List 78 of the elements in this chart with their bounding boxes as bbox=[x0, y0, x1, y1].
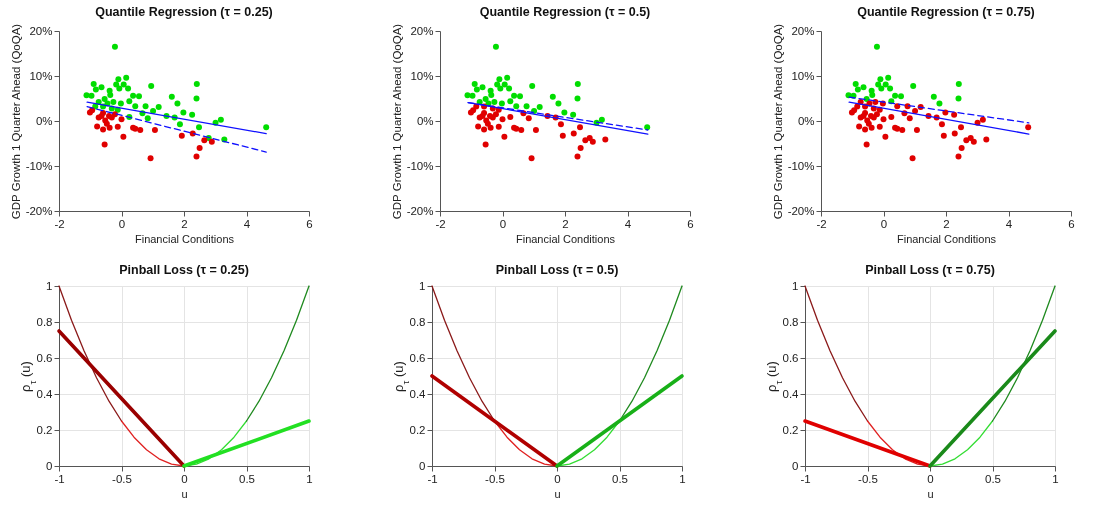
y-tick-label: -20% bbox=[25, 204, 53, 217]
x-tick-label: 2 bbox=[562, 217, 569, 230]
y-tick-label: 0.2 bbox=[36, 423, 53, 436]
x-tick-label: 1 bbox=[1052, 472, 1059, 485]
x-tick-label: 0 bbox=[880, 217, 888, 230]
x-tick-label: -2 bbox=[54, 217, 65, 230]
x-tick-label: -2 bbox=[816, 217, 827, 230]
y-tick-label: 0.6 bbox=[782, 351, 799, 364]
y-axis-title: GDP Growth 1 Quarter Ahead (QoQA) bbox=[390, 23, 403, 220]
y-tick-label: 0.6 bbox=[409, 351, 426, 364]
y-tick-label: -20% bbox=[787, 204, 815, 217]
y-tick-label: 0 bbox=[46, 459, 53, 472]
x-tick-label: 2 bbox=[181, 217, 188, 230]
y-tick-label: 0.4 bbox=[409, 387, 427, 400]
y-axis-title: GDP Growth 1 Quarter Ahead (QoQA) bbox=[771, 23, 784, 220]
x-tick-label: 0.5 bbox=[239, 472, 255, 485]
y-tick-label: 1 bbox=[46, 279, 53, 292]
y-tick-label: 0 bbox=[419, 459, 426, 472]
x-tick-label: 0.5 bbox=[612, 472, 628, 485]
x-axis-title: Financial Conditions bbox=[134, 233, 235, 245]
y-tick-label: 10% bbox=[29, 69, 53, 82]
y-tick-label: 20% bbox=[29, 24, 53, 37]
y-tick-label: -20% bbox=[406, 204, 434, 217]
x-tick-label: -2 bbox=[435, 217, 446, 230]
x-tick-label: -0.5 bbox=[858, 472, 878, 485]
y-tick-label: -10% bbox=[406, 159, 434, 172]
y-tick-label: 1 bbox=[419, 279, 426, 292]
y-tick-label: 0.2 bbox=[409, 423, 426, 436]
x-axis-title: u bbox=[927, 488, 934, 500]
x-tick-label: -1 bbox=[800, 472, 811, 485]
y-tick-label: 0.6 bbox=[36, 351, 53, 364]
chart-title: Pinball Loss (τ = 0.5) bbox=[495, 262, 619, 277]
y-tick-label: 0.4 bbox=[782, 387, 800, 400]
x-axis-title: u bbox=[181, 488, 188, 500]
x-tick-label: 4 bbox=[243, 217, 251, 230]
x-tick-label: 0 bbox=[554, 472, 561, 485]
y-tick-label: 0.2 bbox=[782, 423, 799, 436]
x-axis-title: u bbox=[554, 488, 561, 500]
chart-title: Quantile Regression (τ = 0.25) bbox=[95, 5, 273, 20]
x-tick-label: 4 bbox=[1005, 217, 1013, 230]
y-tick-label: -10% bbox=[25, 159, 53, 172]
y-tick-label: 0% bbox=[35, 114, 53, 127]
x-tick-label: 2 bbox=[943, 217, 950, 230]
x-tick-label: 0.5 bbox=[985, 472, 1001, 485]
y-tick-label: 0% bbox=[797, 114, 815, 127]
chart-title: Pinball Loss (τ = 0.25) bbox=[119, 262, 249, 277]
x-tick-label: 0 bbox=[499, 217, 507, 230]
x-axis-title: Financial Conditions bbox=[515, 233, 616, 245]
x-tick-label: 1 bbox=[679, 472, 686, 485]
x-axis-title: Financial Conditions bbox=[896, 233, 997, 245]
y-tick-label: -10% bbox=[787, 159, 815, 172]
x-tick-label: 0 bbox=[181, 472, 188, 485]
x-tick-label: -0.5 bbox=[112, 472, 132, 485]
x-tick-label: 0 bbox=[118, 217, 126, 230]
x-tick-label: -1 bbox=[54, 472, 65, 485]
x-tick-label: 6 bbox=[1068, 217, 1075, 230]
y-tick-label: 0% bbox=[416, 114, 434, 127]
chart-title: Pinball Loss (τ = 0.75) bbox=[865, 262, 995, 277]
x-tick-label: -1 bbox=[427, 472, 438, 485]
x-tick-label: 4 bbox=[624, 217, 632, 230]
y-tick-label: 10% bbox=[791, 69, 815, 82]
y-tick-label: 20% bbox=[791, 24, 815, 37]
y-axis-title: GDP Growth 1 Quarter Ahead (QoQA) bbox=[9, 23, 22, 220]
chart-title: Quantile Regression (τ = 0.5) bbox=[479, 5, 651, 20]
y-tick-label: 0 bbox=[792, 459, 799, 472]
y-tick-label: 0.8 bbox=[782, 315, 799, 328]
chart-title: Quantile Regression (τ = 0.75) bbox=[857, 5, 1035, 20]
x-tick-label: 6 bbox=[687, 217, 694, 230]
x-tick-label: -0.5 bbox=[485, 472, 505, 485]
y-tick-label: 0.8 bbox=[409, 315, 426, 328]
y-tick-label: 20% bbox=[410, 24, 434, 37]
x-tick-label: 6 bbox=[306, 217, 313, 230]
y-tick-label: 10% bbox=[410, 69, 434, 82]
y-tick-label: 0.4 bbox=[36, 387, 54, 400]
x-tick-label: 1 bbox=[306, 472, 313, 485]
x-tick-label: 0 bbox=[927, 472, 934, 485]
y-tick-label: 1 bbox=[792, 279, 799, 292]
y-tick-label: 0.8 bbox=[36, 315, 53, 328]
